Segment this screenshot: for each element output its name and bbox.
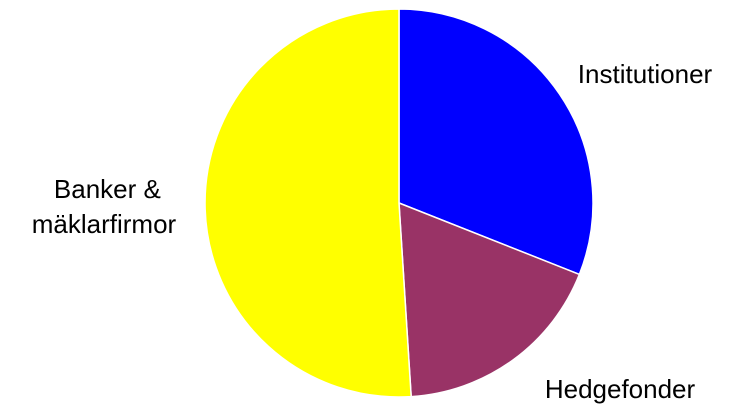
slice-label-institutioner: Institutioner xyxy=(578,59,713,89)
pie-slice-institutioner xyxy=(398,8,594,276)
pie-slices xyxy=(204,8,594,398)
slice-label-banker-line-1: Banker & xyxy=(54,174,161,204)
slice-label-banker: Banker & mäklarfirmor xyxy=(32,174,177,239)
slice-label-hedgefonder: Hedgefonder xyxy=(545,374,696,404)
pie-labels: Institutioner Hedgefonder Banker & mäkla… xyxy=(32,59,713,404)
slice-label-hedgefonder-line-1: Hedgefonder xyxy=(545,374,696,404)
pie-slice-banker-mäklarfirmor xyxy=(204,8,412,398)
slice-label-banker-line-2: mäklarfirmor xyxy=(32,209,177,239)
pie-slice-hedgefonder xyxy=(398,201,581,398)
slice-label-institutioner-line-1: Institutioner xyxy=(578,59,713,89)
